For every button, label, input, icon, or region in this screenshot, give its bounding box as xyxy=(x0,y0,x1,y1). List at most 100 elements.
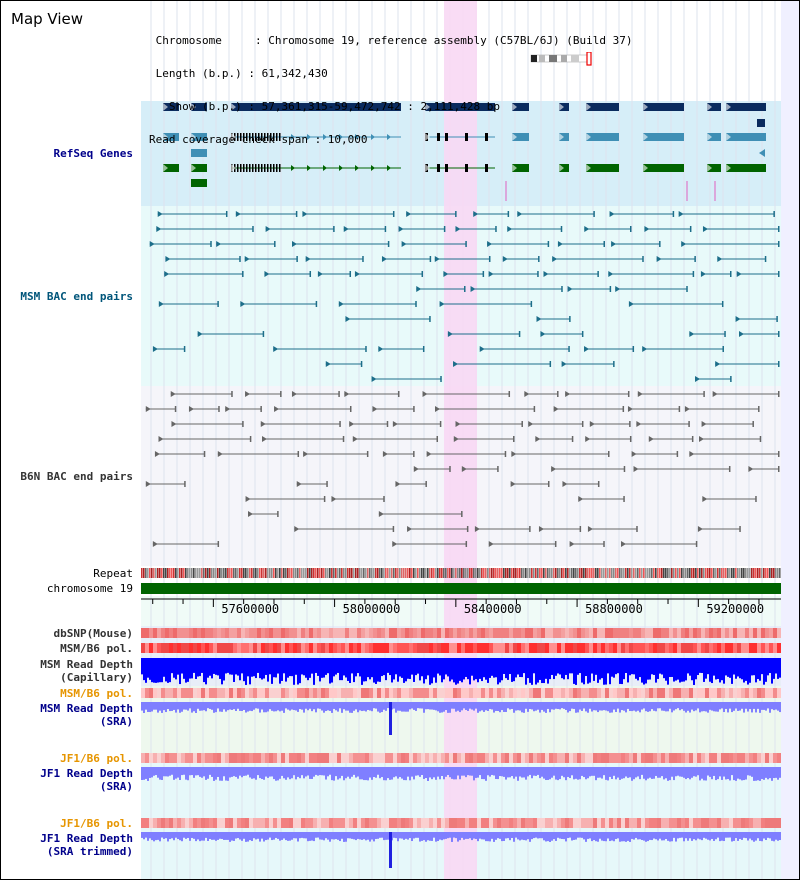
b6n-bac-pair-end xyxy=(342,436,345,442)
dbsnp-cell xyxy=(701,628,705,638)
msm-pol-sra-cell xyxy=(177,688,181,698)
msm-sra-depth-bar xyxy=(767,702,769,709)
dbsnp-cell xyxy=(293,628,297,638)
msm-bac-pair-end xyxy=(678,211,684,217)
jf1-sra-depth-bar xyxy=(779,767,781,778)
msm-sra-depth-bar xyxy=(325,702,327,712)
jf1-pol-trim-cell xyxy=(449,818,453,828)
jf1-sra-depth-bar xyxy=(553,767,555,776)
msm-bac-pair-end xyxy=(764,256,767,262)
jf1-pol-trim-cell xyxy=(257,818,261,828)
jf1-pol-cell xyxy=(549,753,553,763)
axis-tick-label: 58400000 xyxy=(463,602,522,616)
msm-pol-sra-cell xyxy=(453,688,457,698)
msm-pol-cell xyxy=(629,643,633,653)
msm-sra-depth-bar xyxy=(299,702,301,710)
repeat-mark xyxy=(479,568,481,578)
repeat-mark xyxy=(665,568,667,578)
repeat-mark xyxy=(373,568,375,578)
gene-exon xyxy=(279,164,281,172)
jf1-trim-depth-bar xyxy=(779,832,781,841)
msm-bac-pair-end xyxy=(415,301,417,307)
repeat-mark xyxy=(643,568,645,578)
b6n-bac-pair-end xyxy=(466,526,469,532)
msm-sra-depth-bar xyxy=(285,702,287,709)
jf1-sra-depth-bar xyxy=(771,767,773,781)
msm-capillary-depth-bar xyxy=(525,658,527,685)
msm-capillary-depth-bar xyxy=(347,658,349,681)
chromosome-ideogram-icon[interactable] xyxy=(529,52,593,66)
jf1-sra-depth-bar xyxy=(435,767,437,780)
repeat-mark xyxy=(575,568,577,578)
jf1-sra-depth-bar xyxy=(629,767,631,778)
jf1-pol-trim-cell xyxy=(489,818,493,828)
jf1-pol-trim-cell xyxy=(585,818,589,828)
msm-capillary-depth-bar xyxy=(383,658,385,676)
jf1-trim-depth-bar xyxy=(609,832,611,842)
repeat-mark xyxy=(597,568,599,578)
jf1-sra-depth-bar xyxy=(497,767,499,780)
dbsnp-cell xyxy=(441,628,445,638)
msm-sra-depth-bar xyxy=(477,702,479,713)
jf1-sra-depth-bar xyxy=(681,767,683,777)
dbsnp-cell xyxy=(465,628,469,638)
jf1-pol-cell xyxy=(245,753,249,763)
jf1-sra-depth-bar xyxy=(205,767,207,780)
jf1-sra-depth-bar xyxy=(455,767,457,780)
msm-pol-cell xyxy=(469,643,473,653)
jf1-pol-cell xyxy=(525,753,529,763)
msm-capillary-depth-bar xyxy=(149,658,151,680)
dbsnp-cell xyxy=(297,628,301,638)
jf1-pol-cell xyxy=(313,753,317,763)
jf1-trim-depth-bar xyxy=(655,832,657,840)
msm-sra-depth-bar xyxy=(643,702,645,709)
jf1-sra-depth-bar xyxy=(597,767,599,778)
jf1-pol-cell xyxy=(273,753,277,763)
gene-exon xyxy=(249,164,251,172)
msm-capillary-depth-bar xyxy=(709,658,711,682)
jf1-pol-trim-cell xyxy=(233,818,237,828)
jf1-pol-trim-cell xyxy=(681,818,685,828)
msm-capillary-depth-bar xyxy=(429,658,431,685)
jf1-trim-depth-bar xyxy=(701,832,703,841)
repeat-mark xyxy=(283,568,285,578)
repeat-mark xyxy=(391,568,393,578)
repeat-mark xyxy=(149,568,151,578)
msm-pol-cell xyxy=(153,643,157,653)
msm-capillary-depth-bar xyxy=(369,658,371,680)
jf1-trim-depth-bar xyxy=(437,832,439,842)
msm-sra-depth-bar xyxy=(681,702,683,710)
msm-sra-depth-bar xyxy=(769,702,771,713)
b6n-bac-pair-end xyxy=(274,406,280,412)
msm-pol-sra-cell xyxy=(365,688,369,698)
repeat-mark xyxy=(687,568,689,578)
jf1-sra-depth-bar xyxy=(573,767,575,780)
jf1-trim-depth-bar xyxy=(189,832,191,841)
msm-pol-sra-cell xyxy=(541,688,545,698)
jf1-sra-depth-bar xyxy=(639,767,641,780)
jf1-pol-trim-cell xyxy=(229,818,233,828)
msm-bac-pair-end xyxy=(613,361,615,367)
msm-pol-cell xyxy=(493,643,497,653)
jf1-trim-depth-bar xyxy=(363,832,365,840)
jf1-pol-trim-cell xyxy=(181,818,185,828)
msm-pol-cell xyxy=(605,643,609,653)
msm-capillary-depth-bar xyxy=(753,658,755,676)
jf1-pol-cell xyxy=(185,753,189,763)
b6n-bac-pair-end xyxy=(698,436,704,442)
jf1-pol-trim-cell xyxy=(749,818,753,828)
gene-exon xyxy=(707,103,721,111)
gene-strand-marker xyxy=(291,134,295,140)
msm-pol-sra-cell xyxy=(477,688,481,698)
jf1-trim-depth-bar xyxy=(743,832,745,838)
jf1-pol-cell xyxy=(533,753,537,763)
repeat-mark xyxy=(305,568,307,578)
dbsnp-cell xyxy=(437,628,441,638)
jf1-trim-depth-bar xyxy=(517,832,519,840)
msm-pol-cell xyxy=(417,643,421,653)
msm-bac-pair-end xyxy=(518,331,521,337)
b6n-bac-pair-end xyxy=(603,541,605,547)
msm-pol-cell xyxy=(537,643,541,653)
jf1-sra-depth-bar xyxy=(555,767,557,780)
